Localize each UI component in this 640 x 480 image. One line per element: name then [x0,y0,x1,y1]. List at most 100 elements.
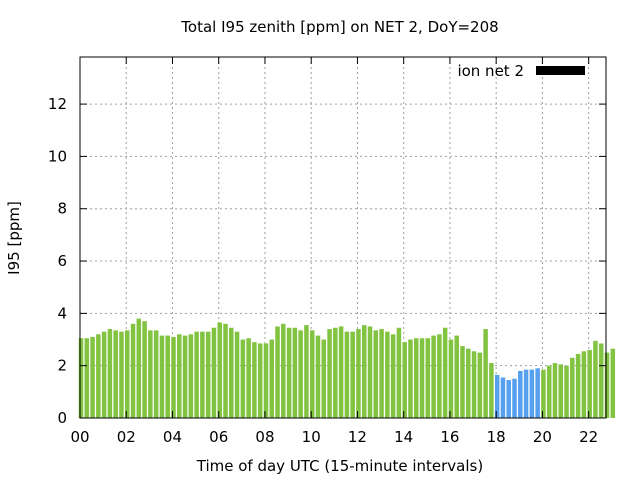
bar [553,363,558,418]
bar [495,375,500,418]
bar [431,336,436,418]
bar [379,329,384,418]
y-tick-label: 6 [57,252,67,270]
bar [264,343,269,418]
bar [408,340,413,418]
bar [142,321,147,418]
y-tick-label: 0 [57,409,67,427]
x-tick-label: 10 [302,428,321,446]
bar [79,338,84,418]
bar [293,328,298,418]
bar [241,340,246,418]
bar [281,324,286,418]
bar [599,343,604,418]
bar [194,332,199,418]
chart: 02468101200 02 04 06 08 10 12 14 16 18 20 22 Total … [0,0,640,480]
bar [165,336,170,418]
bar [541,370,546,418]
chart-title: Total I95 zenith [ppm] on NET 2, DoY=208 [180,18,498,36]
x-axis-label: Time of day UTC (15-minute intervals) [196,457,483,475]
bar [229,328,234,418]
bar [85,338,90,418]
bar [397,328,402,418]
bar [582,351,587,418]
bar [235,332,240,418]
x-tick-label: 06 [209,428,228,446]
bar [310,330,315,418]
bar [298,330,303,418]
bar [148,330,153,418]
bar [535,368,540,418]
bar [570,358,575,418]
y-axis-label: I95 [ppm] [5,201,23,275]
bar [437,334,442,418]
bar [200,332,205,418]
bar [223,324,228,418]
bar [96,334,101,418]
bar [518,371,523,418]
bar [269,340,274,418]
bar [483,329,488,418]
bar [108,329,113,418]
bar [426,338,431,418]
bar [576,354,581,418]
x-tick-label: 20 [533,428,552,446]
bar [246,338,251,418]
bar [119,332,124,418]
y-tick-label: 2 [57,357,67,375]
bar [125,330,130,418]
bar [327,329,332,418]
x-tick-label: 04 [163,428,182,446]
legend: ion net 2 [457,62,585,80]
bar [160,336,165,418]
bar [287,328,292,418]
bar [414,338,419,418]
x-tick-label: 14 [394,428,413,446]
bars-group [79,319,615,418]
bar [472,351,477,418]
bar [391,334,396,418]
bar [212,328,217,418]
bar [449,340,454,418]
bar [501,377,506,418]
x-tick-label: 16 [440,428,459,446]
bar [402,342,407,418]
bar [478,353,483,418]
bar [90,337,95,418]
x-tick-label: 02 [117,428,136,446]
legend-label: ion net 2 [457,62,524,80]
x-tick-label: 00 [70,428,89,446]
bar [587,350,592,418]
y-tick-label: 8 [57,200,67,218]
y-tick-label: 12 [48,95,67,113]
bar [275,326,280,418]
bar [356,329,361,418]
bar [605,353,610,418]
bar [593,341,598,418]
x-tick-label: 18 [487,428,506,446]
bar [217,323,222,418]
bar [559,364,564,418]
bar [316,336,321,418]
bar [177,334,182,418]
bar [443,328,448,418]
bar [374,330,379,418]
bar [506,380,511,418]
legend-swatch [536,66,585,75]
x-tick-label: 22 [579,428,598,446]
y-tick-label: 4 [57,304,67,322]
bar [362,325,367,418]
bar [345,332,350,418]
bar [530,370,535,418]
bar [611,349,616,418]
bar [350,332,355,418]
bar [206,332,211,418]
bar [113,330,118,418]
bar [171,337,176,418]
bar [524,370,529,418]
bar [368,326,373,418]
bar [189,334,194,418]
bar [547,366,552,418]
bar [252,342,257,418]
y-tick-label: 10 [48,147,67,165]
